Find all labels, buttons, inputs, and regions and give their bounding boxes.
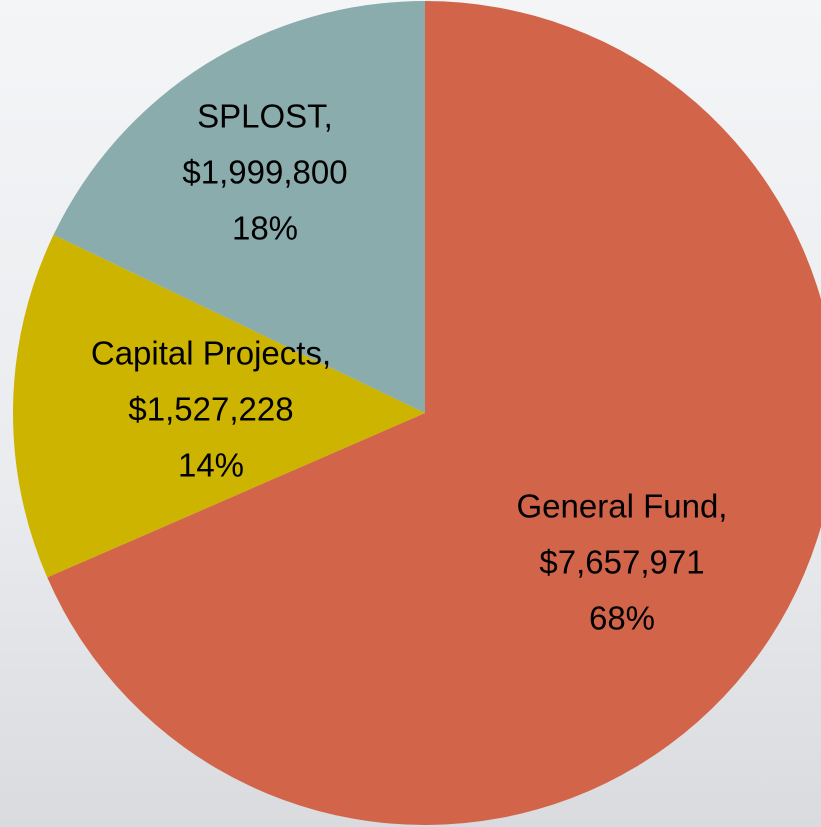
pie-slice [47,1,821,825]
slice-category: SPLOST, [197,98,333,135]
slice-value: $1,999,800 [182,154,347,191]
slice-value: $1,527,228 [128,391,293,428]
slice-category: Capital Projects, [91,335,331,372]
slice-percent: 18% [232,210,298,247]
slice-percent: 68% [589,600,655,637]
pie-slice [53,1,425,413]
pie-slice [12,234,425,578]
slice-percent: 14% [178,447,244,484]
slice-category: General Fund, [517,488,728,525]
slice-value: $7,657,971 [539,544,704,581]
